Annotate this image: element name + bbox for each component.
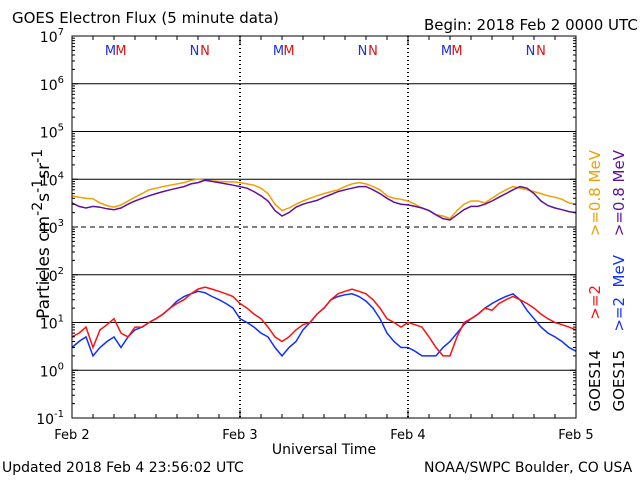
event-marker: N (190, 44, 200, 59)
legend-goes14: GOES14 (586, 350, 604, 412)
y-tick-label: 106 (40, 75, 64, 94)
legend-goes14-ge2: >=2 (586, 285, 604, 320)
event-marker: N (526, 44, 536, 59)
series-line-goes15-0-8-mev (71, 179, 577, 221)
begin-time: Begin: 2018 Feb 2 0000 UTC (424, 16, 638, 34)
credit: NOAA/SWPC Boulder, CO USA (424, 460, 633, 476)
y-tick-labels: 10-1 100 101 102 103 104 105 106 107 (36, 27, 64, 428)
x-tick-label: Feb 5 (558, 428, 593, 443)
event-marker: M (441, 44, 452, 59)
updated-time: Updated 2018 Feb 4 23:56:02 UTC (2, 460, 244, 476)
x-tick-labels: Feb 2 Feb 3 Feb 4 Feb 5 (54, 428, 593, 443)
series-line-goes14-2-mev (71, 286, 577, 357)
legend-goes15-ge08: >=0.8 MeV (610, 150, 628, 237)
event-marker: M (105, 44, 116, 59)
y-tick-label: 105 (40, 123, 64, 142)
event-marker: M (451, 44, 462, 59)
event-marker: M (283, 44, 294, 59)
grid-lines (72, 36, 576, 418)
event-marker: M (273, 44, 284, 59)
y-tick-label: 101 (40, 314, 64, 333)
x-axis-label: Universal Time (272, 442, 376, 458)
chart-title: GOES Electron Flux (5 minute data) (12, 9, 279, 27)
legend-goes15: GOES15 (610, 350, 628, 412)
y-tick-label: 104 (40, 170, 64, 189)
y-tick-label: 107 (40, 27, 64, 46)
event-marker: N (368, 44, 378, 59)
legend-goes15-ge2-label: >=2 (610, 296, 628, 332)
series-line-goes14-0-8-mev (71, 178, 577, 220)
legend-goes15-ge2-unit: MeV (610, 255, 628, 288)
x-tick-label: Feb 2 (54, 428, 89, 443)
legend-goes14-ge08: >=0.8 MeV (586, 150, 604, 237)
x-tick-label: Feb 3 (222, 428, 257, 443)
event-marker: M (115, 44, 126, 59)
series-lines (71, 178, 577, 358)
event-marker: N (358, 44, 368, 59)
axis-ticks (71, 35, 577, 419)
y-tick-label: 103 (40, 218, 64, 237)
legend-goes15-ge2: >=2 MeV (610, 255, 628, 332)
event-marker: N (536, 44, 546, 59)
event-marker: N (200, 44, 210, 59)
y-tick-label: 10-1 (36, 409, 64, 428)
y-tick-label: 100 (40, 361, 64, 380)
y-tick-label: 102 (40, 266, 64, 285)
x-tick-label: Feb 4 (390, 428, 425, 443)
